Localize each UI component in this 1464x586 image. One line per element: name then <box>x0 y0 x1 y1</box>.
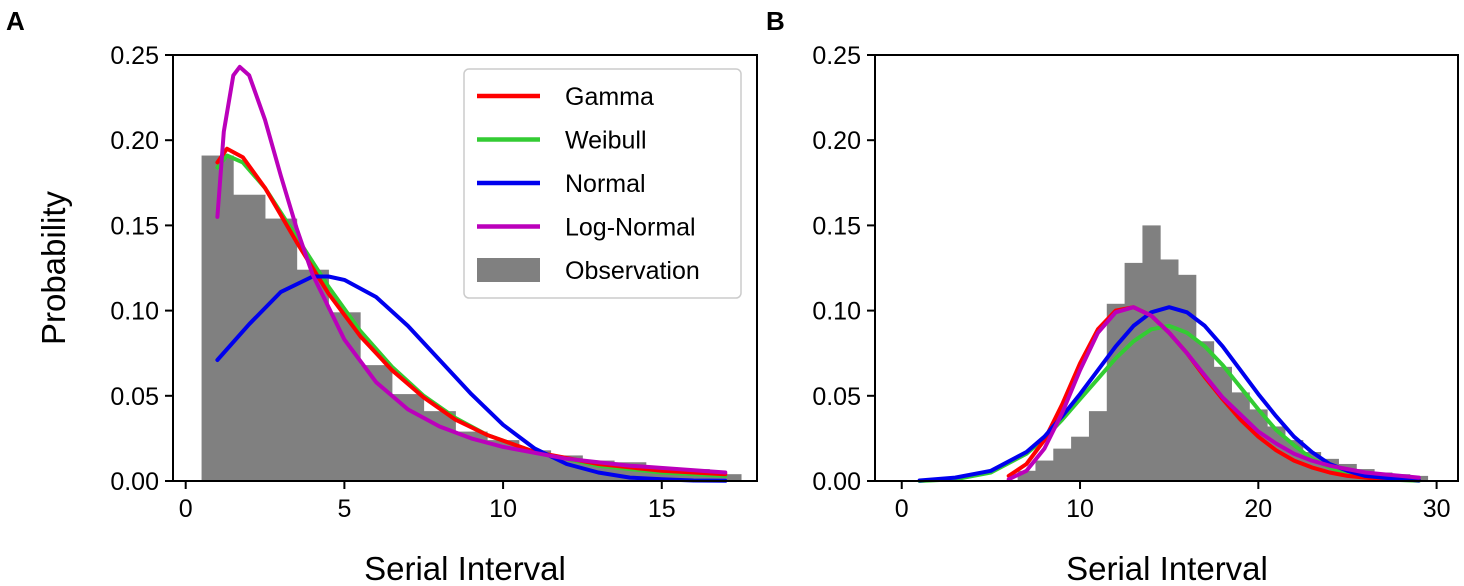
y-axis-b: 0.00 0.05 0.10 0.15 0.20 0.25 <box>812 42 875 496</box>
y-axis-label-a: Probability <box>35 190 72 345</box>
y-tick-label-b-5: 0.25 <box>812 42 861 70</box>
bar-a-2 <box>265 218 298 482</box>
fit-curves-b <box>917 305 1421 483</box>
bar-b-12 <box>1231 392 1250 481</box>
y-tick-label-b-3: 0.15 <box>812 212 861 240</box>
legend-label-weibull: Weibull <box>565 127 647 155</box>
chart-panel-a: 0 5 10 15 0.00 0.05 0.10 0.15 0.20 0.25 Serial I… <box>35 42 758 586</box>
bar-b-7 <box>1142 225 1161 481</box>
bar-b-11 <box>1213 366 1232 481</box>
legend-label-normal: Normal <box>565 170 646 198</box>
fit-curves-a <box>215 64 728 483</box>
y-tick-label-b-4: 0.20 <box>812 127 861 155</box>
y-tick-label-a-1: 0.05 <box>110 383 159 411</box>
y-tick-label-b-2: 0.10 <box>812 298 861 326</box>
curve-a-normal <box>215 274 728 483</box>
curve-b-log-normal <box>1006 305 1421 482</box>
legend-a: Gamma Weibull Normal Log-Normal Observation <box>463 68 742 299</box>
x-tick-label-b-2: 20 <box>1244 495 1272 523</box>
bar-b-0 <box>1017 470 1036 481</box>
y-tick-label-a-4: 0.20 <box>110 127 159 155</box>
x-axis-label-b: Serial Interval <box>1066 550 1268 586</box>
bar-a-3 <box>296 269 329 481</box>
x-tick-label-a-3: 15 <box>648 495 676 523</box>
panel-letter-a: A <box>6 6 25 36</box>
x-tick-label-a-1: 5 <box>337 495 351 523</box>
bar-b-2 <box>1053 448 1072 481</box>
legend-swatch-observation <box>477 258 540 282</box>
x-tick-label-b-1: 10 <box>1066 495 1094 523</box>
bar-b-3 <box>1071 436 1090 481</box>
curve-a-log-normal <box>215 64 728 475</box>
plot-frame-a <box>172 54 758 482</box>
bar-b-4 <box>1088 411 1108 481</box>
y-tick-label-a-3: 0.15 <box>110 212 159 240</box>
bar-b-5 <box>1106 303 1126 481</box>
bar-b-9 <box>1178 274 1197 481</box>
x-axis-a: 0 5 10 15 <box>179 481 676 523</box>
x-tick-label-a-0: 0 <box>179 495 193 523</box>
x-tick-label-a-2: 10 <box>489 495 517 523</box>
y-tick-label-a-0: 0.00 <box>110 468 159 496</box>
legend-box <box>463 68 742 299</box>
x-axis-label-a: Serial Interval <box>364 550 566 586</box>
bar-b-10 <box>1195 341 1215 481</box>
bar-b-13 <box>1249 409 1268 481</box>
bar-b-1 <box>1035 460 1054 481</box>
legend-label-log-normal: Log-Normal <box>565 214 696 242</box>
bar-b-6 <box>1124 262 1143 481</box>
x-tick-label-b-3: 30 <box>1423 495 1451 523</box>
legend-label-gamma: Gamma <box>565 83 654 111</box>
x-axis-b: 0 10 20 30 <box>895 481 1451 523</box>
plot-frame-b <box>874 54 1459 482</box>
bar-b-8 <box>1160 259 1179 481</box>
chart-panel-b: 0 10 20 30 0.00 0.05 0.10 0.15 0.20 0.25 Serial … <box>812 42 1459 586</box>
y-tick-label-a-2: 0.10 <box>110 298 159 326</box>
y-tick-label-a-5: 0.25 <box>110 42 159 70</box>
y-tick-label-b-1: 0.05 <box>812 383 861 411</box>
legend-label-observation: Observation <box>565 257 700 285</box>
y-axis-a: 0.00 0.05 0.10 0.15 0.20 0.25 <box>110 42 173 496</box>
x-tick-label-b-0: 0 <box>895 495 909 523</box>
y-tick-label-b-0: 0.00 <box>812 468 861 496</box>
panel-letter-b: B <box>766 6 785 36</box>
histogram-b <box>1017 225 1429 481</box>
